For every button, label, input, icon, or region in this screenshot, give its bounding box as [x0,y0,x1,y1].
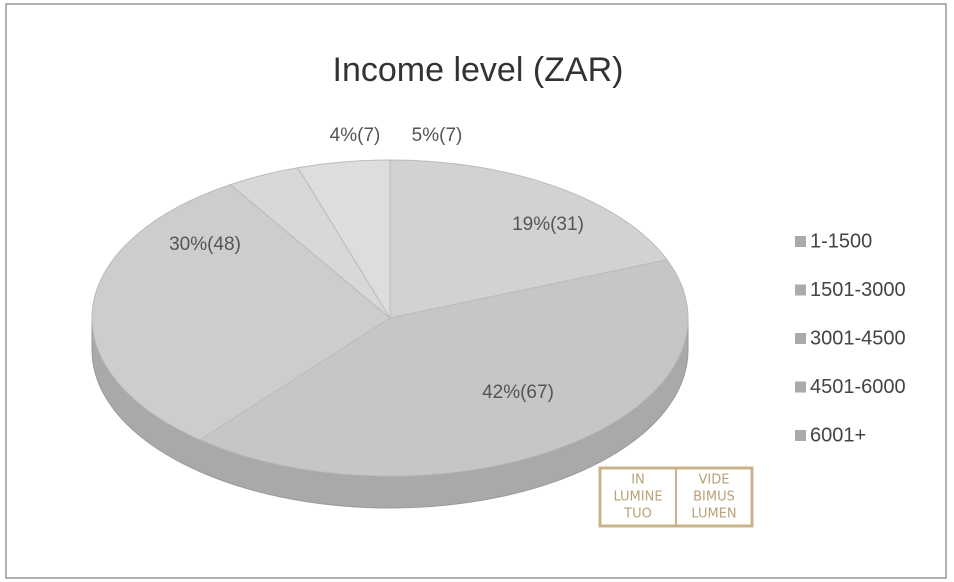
pie-slice [198,259,689,477]
chart-title: Income level (ZAR) [333,51,624,89]
pie-slice [389,159,668,319]
data-label: 30%(48) [169,234,241,255]
watermark-text: LUMINE [613,490,662,505]
legend-label: 3001-4500 [810,327,906,349]
watermark-text: VIDE [699,473,730,488]
watermark-text: LUMEN [691,507,736,522]
legend-label: 6001+ [810,424,866,446]
watermark-text: BIMUS [693,490,735,505]
data-label: 4%(7) [330,125,381,146]
legend-swatch [795,236,806,247]
pie-slice [91,184,391,441]
legend-swatch [795,284,806,296]
watermark-text: IN [631,473,645,488]
data-label: 5%(7) [412,125,463,146]
legend-swatch [795,381,806,393]
data-label: 19%(31) [512,214,584,235]
watermark-text: TUO [623,507,652,522]
data-label: 42%(67) [482,382,554,403]
legend-swatch [795,333,806,344]
legend-swatch [795,430,806,441]
legend-label: 4501-6000 [810,376,906,398]
pie-slice [297,159,391,320]
legend-label: 1-1500 [810,230,872,252]
legend-label: 1501-3000 [810,279,906,301]
